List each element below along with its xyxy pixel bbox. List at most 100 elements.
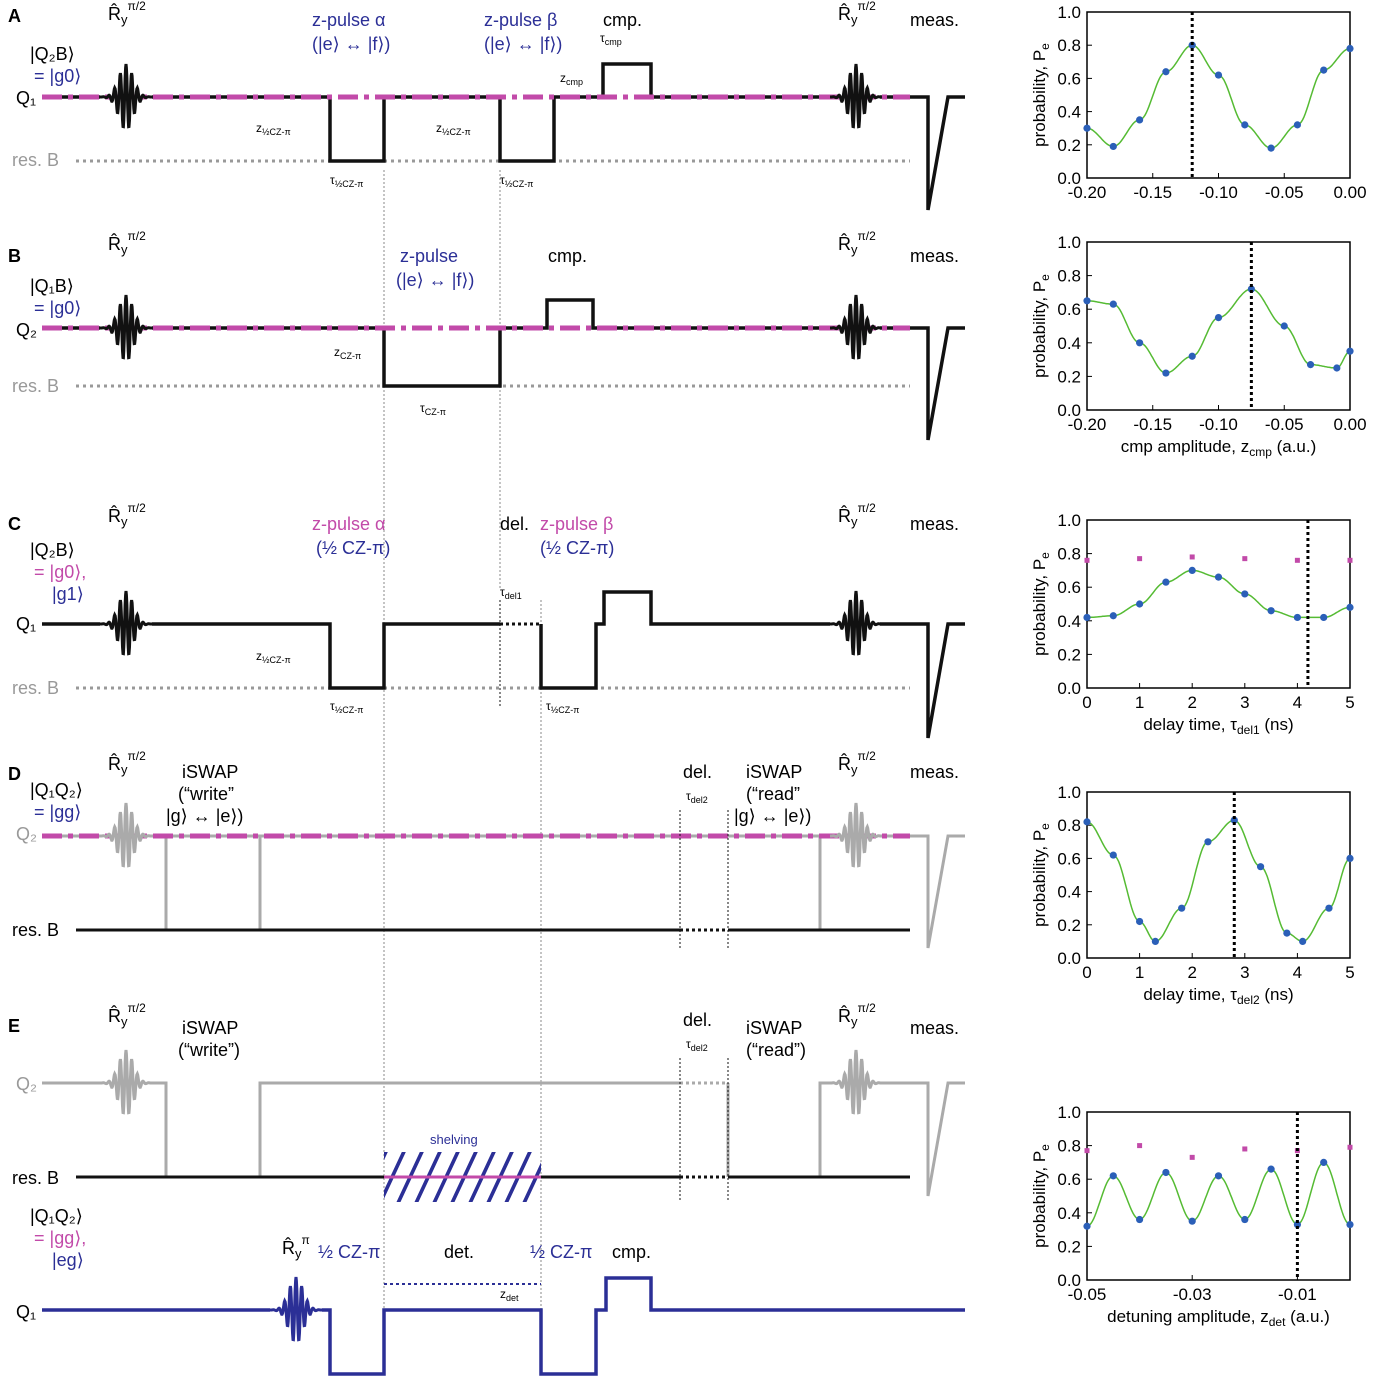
data-point	[1280, 322, 1288, 330]
tau-half-cz: τ½CZ-π	[546, 699, 579, 715]
data-point	[1346, 347, 1354, 355]
data-point	[1083, 297, 1091, 305]
x-tick-label: -0.20	[1068, 183, 1107, 202]
qubit-label: Q₁	[16, 614, 36, 634]
meas-label: meas.	[910, 514, 959, 534]
data-point	[1189, 1154, 1195, 1160]
data-point	[1267, 607, 1275, 615]
rotation-label: R̂yπ/2	[108, 749, 146, 777]
data-point	[1084, 557, 1090, 563]
rotation-label: R̂yπ/2	[838, 501, 876, 529]
x-tick-label: -0.10	[1199, 415, 1238, 434]
data-point	[1188, 41, 1196, 49]
resonator-label: res. B	[12, 1168, 59, 1188]
y-tick-label: 0.8	[1057, 36, 1081, 55]
y-axis-label: probability, Pe	[1030, 43, 1052, 147]
data-point	[1137, 1143, 1143, 1149]
y-tick-label: 1.0	[1057, 1103, 1081, 1122]
qubit1-label: Q₁	[16, 1302, 36, 1322]
y-tick-label: 1.0	[1057, 783, 1081, 802]
qubit-label: Q₂	[16, 320, 37, 340]
x-axis-label: delay time, τdel2 (ns)	[1143, 985, 1293, 1007]
state-value: = |gg⟩,	[34, 1228, 86, 1248]
data-point	[1241, 121, 1249, 129]
x-tick-label: 2	[1187, 693, 1196, 712]
plot-c: 0.0 0.2 0.4 0.6 0.8 1.0 0 1 2 3 4 5 probability, Pe d…	[1030, 511, 1355, 737]
fit-line	[1087, 288, 1351, 374]
data-point	[1267, 1165, 1275, 1173]
rotation-pulse-packet	[830, 802, 882, 868]
panel-letter: A	[8, 6, 21, 26]
z-det: zdet	[500, 1287, 519, 1303]
data-point	[1320, 66, 1328, 74]
data-point	[1137, 556, 1143, 562]
state-label: |Q₁Q₂⟩	[30, 1206, 83, 1226]
plot-d: 0.0 0.2 0.4 0.6 0.8 1.0 0 1 2 3 4 5 probability, Pe d…	[1030, 783, 1355, 1007]
data-point	[1283, 929, 1291, 937]
cmp-label: cmp.	[548, 246, 587, 266]
y-tick-label: 0.6	[1057, 1170, 1081, 1189]
state-value: = |g0⟩	[34, 298, 81, 318]
x-tick-label: 0.00	[1333, 183, 1366, 202]
x-tick-label: -0.05	[1265, 415, 1304, 434]
data-point	[1162, 578, 1170, 586]
pulse-alpha-label: z-pulse α	[312, 514, 385, 534]
y-tick-label: 0.0	[1057, 949, 1081, 968]
rotation-label: R̂yπ/2	[108, 229, 146, 257]
y-tick-label: 0.8	[1057, 267, 1081, 286]
data-point	[1320, 613, 1328, 622]
x-tick-label: -0.05	[1265, 183, 1304, 202]
plot-e: 0.0 0.2 0.4 0.6 0.8 1.0 -0.05 -0.03 -0.01 probabi…	[1030, 1103, 1354, 1329]
x-axis-label: detuning amplitude, zdet (a.u.)	[1107, 1307, 1330, 1329]
rotation-pulse-packet	[830, 1049, 882, 1115]
plot-frame	[1086, 1111, 1351, 1281]
data-point	[1241, 590, 1249, 598]
data-point	[1347, 1144, 1353, 1150]
tau-del2: τdel2	[686, 789, 708, 805]
y-tick-label: 0.0	[1057, 679, 1081, 698]
pulse-beta-transition: (|e⟩ ↔ |f⟩)	[484, 34, 562, 54]
iswap-read-note: (“read”)	[746, 1040, 806, 1060]
data-point	[1293, 1220, 1301, 1229]
data-point	[1188, 1217, 1196, 1225]
cmp-label: cmp.	[612, 1242, 651, 1262]
pulse-beta-label: z-pulse β	[540, 514, 613, 534]
data-point	[1241, 1215, 1249, 1224]
x-tick-label: -0.05	[1068, 1285, 1107, 1304]
rotation-pulse-packet	[100, 802, 152, 868]
panel-d: D |Q₁Q₂⟩ = |gg⟩ Q₂ res. B R̂yπ/2 R̂yπ/2 …	[8, 749, 965, 950]
state-label: |Q₁B⟩	[30, 276, 74, 296]
half-cz-label: ½ CZ-π	[530, 1242, 592, 1262]
fit-line	[1086, 1161, 1351, 1227]
panel-b: B |Q₁B⟩ = |g0⟩ Q₂ res. B R̂yπ/2 R̂yπ/2 z…	[8, 229, 965, 441]
pulse-alpha-transition: (|e⟩ ↔ |f⟩)	[312, 34, 390, 54]
rotation-pulse-packet	[100, 294, 152, 360]
rotation-label: R̂yπ/2	[838, 749, 876, 777]
y-tick-label: 0.6	[1057, 578, 1081, 597]
tau-half-cz: τ½CZ-π	[330, 699, 363, 715]
z-cmp: zcmp	[560, 71, 583, 87]
z-cz: zCZ-π	[334, 345, 361, 361]
panel-a: A |Q₂B⟩ = |g0⟩ Q₁ res. B R̂yπ/2 R̂yπ/2 z…	[8, 0, 965, 211]
data-point	[1346, 1220, 1354, 1229]
data-point	[1084, 1148, 1090, 1154]
data-point	[1306, 361, 1315, 369]
data-point	[1109, 1172, 1117, 1180]
iswap-write-note: (“write”	[178, 784, 234, 804]
pulse-label: z-pulse	[400, 246, 458, 266]
resonator-label: res. B	[12, 376, 59, 396]
data-point	[1347, 557, 1353, 563]
y-tick-label: 0.8	[1057, 1137, 1081, 1156]
panel-c: C |Q₂B⟩ = |g0⟩, |g1⟩ Q₁ res. B R̂yπ/2 R̂…	[8, 501, 965, 739]
data-point	[1346, 854, 1354, 863]
panel-e: E Q₂ res. B |Q₁Q₂⟩ = |gg⟩, |eg⟩ Q₁ R̂yπ/…	[8, 1001, 965, 1376]
iswap-read-transition: |g⟩ ↔ |e⟩)	[734, 806, 811, 826]
fit-line	[1086, 44, 1351, 149]
tau-half-cz: τ½CZ-π	[500, 173, 533, 189]
tau-cmp: τcmp	[600, 31, 622, 47]
data-point	[1151, 937, 1159, 946]
y-axis-label: probability, Pe	[1030, 823, 1052, 927]
x-tick-label: -0.15	[1133, 415, 1172, 434]
y-tick-label: 0.4	[1057, 103, 1081, 122]
